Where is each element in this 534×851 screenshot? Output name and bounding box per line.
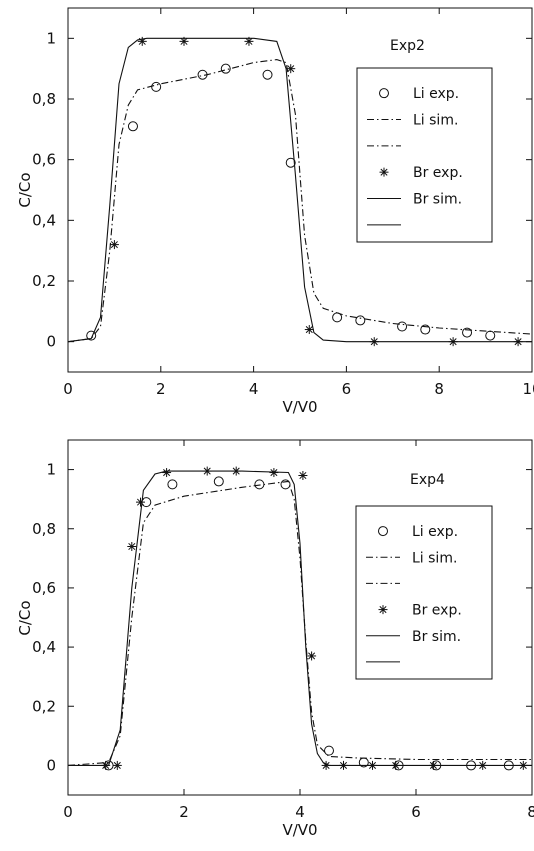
legend-marker-br-exp [378,605,388,615]
x-tick-label: 0 [63,380,73,398]
data-point-br-exp [162,468,172,478]
data-point-br-exp [127,542,137,551]
x-tick-label: 8 [527,803,534,821]
x-axis-label: V/V0 [282,821,317,839]
data-point-br-exp [298,471,308,480]
data-point-li-exp [254,479,265,490]
legend-box [356,67,493,243]
legend: Li exp. Li sim. Br exp. Br sim. [355,505,493,680]
series-line-br-sim [68,37,532,343]
y-tick-label: 0,4 [32,638,56,656]
legend-label-li-exp: Li exp. [413,86,459,102]
data-point-li-exp [397,321,408,332]
y-tick-label: 1 [46,29,56,47]
x-tick-label: 6 [342,380,352,398]
series-layer [68,466,532,771]
y-tick-label: 0 [46,333,56,351]
legend-box [355,505,493,680]
x-tick-label: 4 [295,803,305,821]
y-tick-label: 0,6 [32,579,56,597]
y-tick-label: 1 [46,461,56,479]
data-point-li-exp [167,479,178,490]
data-point-br-exp [307,651,317,661]
y-tick-label: 0,4 [32,211,56,229]
y-tick-label: 0,6 [32,151,56,169]
legend: Li exp. Li sim. Br exp. Br sim. [356,67,493,243]
data-point-li-exp [151,81,162,92]
data-point-li-exp [324,745,334,756]
data-point-li-exp [213,476,224,487]
series-line-br-sim [68,470,532,766]
legend-label-li-sim: Li sim. [412,550,457,566]
data-point-li-exp [127,121,138,132]
x-tick-label: 2 [156,380,166,398]
x-tick-label: 0 [63,803,73,821]
y-tick-label: 0 [46,756,56,774]
y-tick-label: 0,2 [32,272,56,290]
data-point-li-exp [285,157,296,168]
legend-label-br-exp: Br exp. [412,603,462,619]
x-tick-label: 2 [179,803,189,821]
y-axis-label: C/Co [16,172,34,207]
chart-title: Exp2 [390,38,425,54]
y-tick-label: 0,2 [32,697,56,715]
y-tick-label: 0,8 [32,520,56,538]
legend-label-br-sim: Br sim. [413,192,462,208]
plot-frame [67,7,533,373]
chart-title: Exp4 [410,472,445,488]
data-point-br-exp [304,325,314,335]
data-point-br-exp [286,64,296,74]
legend-marker-br-exp [379,167,389,177]
data-point-br-exp [112,760,122,770]
legend-label-br-exp: Br exp. [413,165,463,181]
series-layer [68,36,532,347]
series-line-li-sim [68,59,532,343]
x-axis-label: V/V0 [282,398,317,416]
series-line-li-sim [68,480,532,766]
data-point-li-exp [262,69,273,80]
legend-label-br-sim: Br sim. [412,629,461,645]
x-tick-label: 4 [249,380,259,398]
legend-marker-li-exp [378,526,388,537]
data-point-li-exp [355,315,366,326]
chart-exp2: 0 2 4 6 8 10 0 0,2 0,4 0,6 0,8 1 V/V0 C/Co Exp2 Li exp.… [16,7,534,416]
data-point-li-exp [485,330,496,341]
x-tick-label: 10 [522,380,534,398]
y-tick-label: 0,8 [32,90,56,108]
x-tick-label: 8 [434,380,444,398]
legend-label-li-sim: Li sim. [413,113,458,129]
data-point-br-exp [109,240,119,250]
data-point-br-exp [136,497,145,507]
y-axis-label: C/Co [16,600,34,635]
legend-label-li-exp: Li exp. [412,524,458,540]
x-tick-label: 6 [411,803,421,821]
legend-marker-li-exp [379,88,389,99]
